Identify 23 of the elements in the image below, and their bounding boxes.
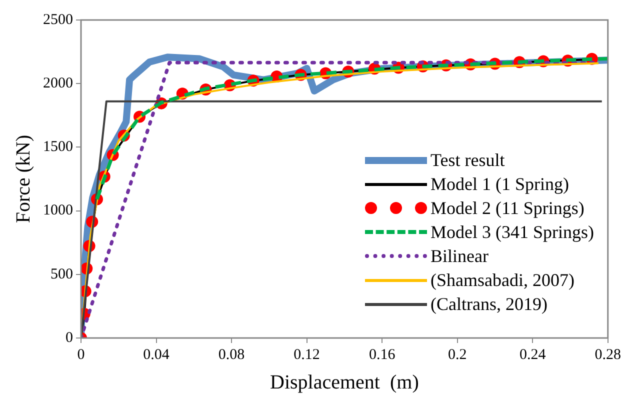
x-tick-label: 0.08 [218,346,245,363]
x-tick-label: 0.28 [594,346,621,363]
legend-label: Test result [430,149,505,172]
x-axis-title: Displacement (m) [270,371,419,394]
y-tick-label: 2500 [43,12,73,28]
x-tick-label: 0.04 [143,346,170,363]
x-tick-label: 0 [77,346,85,363]
legend-label: Model 2 (11 Springs) [430,197,584,220]
legend-label: (Caltrans, 2019) [430,293,548,316]
x-tick-label: 0.2 [448,346,467,363]
x-tick-label: 0.24 [519,346,546,363]
x-tick-label: 0.16 [368,346,396,363]
legend-label: (Shamsabadi, 2007) [430,269,574,292]
y-tick-label: 2000 [43,76,73,92]
y-tick-label: 0 [66,330,73,346]
y-axis-title: Force (kN) [12,134,34,224]
x-tick-label: 0.12 [294,346,320,363]
y-tick-label: 1500 [43,139,73,156]
y-tick-label: 1000 [43,202,73,219]
legend-label: Model 3 (341 Springs) [430,221,594,244]
legend-label: Model 1 (1 Spring) [430,173,569,196]
legend-label: Bilinear [430,245,488,268]
y-tick-label: 500 [50,266,73,282]
